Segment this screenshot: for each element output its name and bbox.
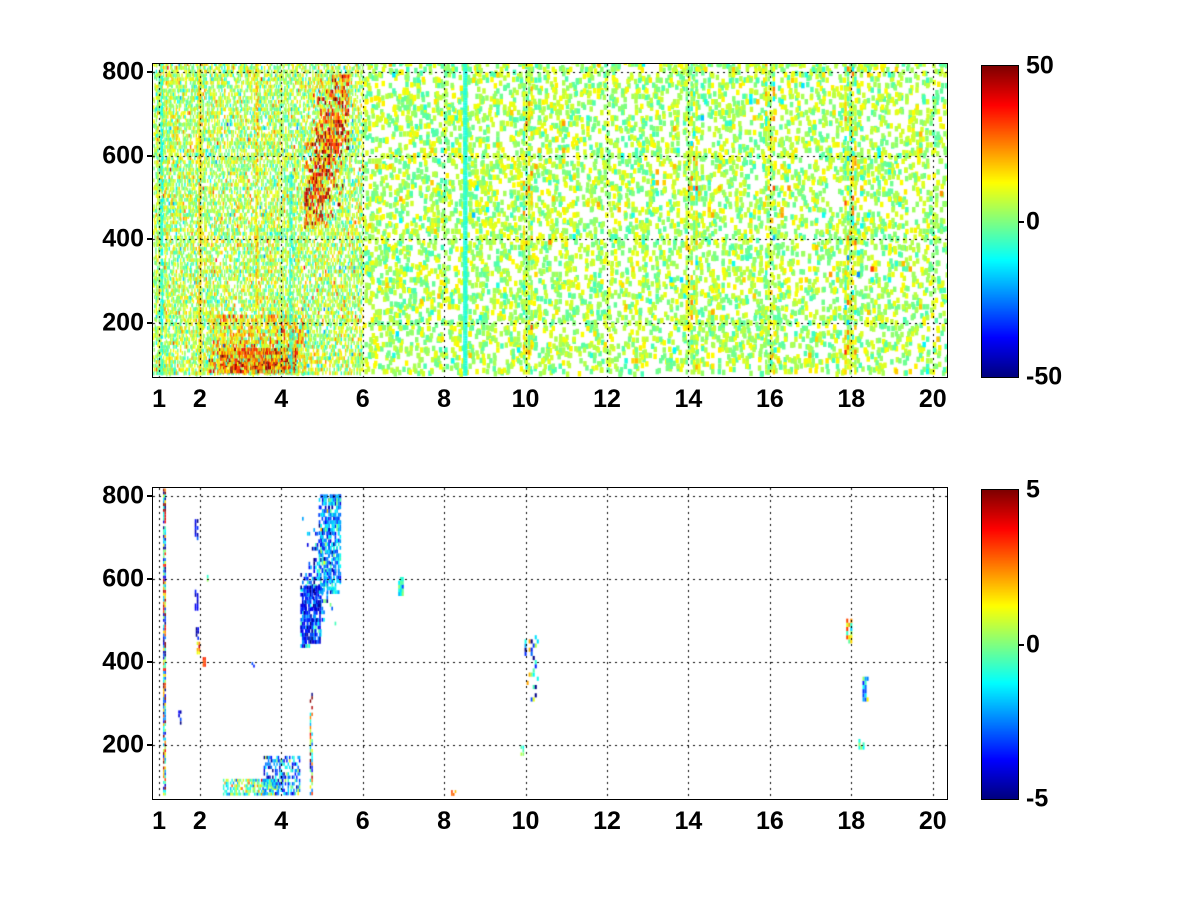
- bottom-panel-colorbar-tick-label: -5: [1026, 784, 1049, 813]
- top-panel-colorbar-tick-mark: [1018, 220, 1024, 223]
- bottom-panel-colorbar-tick-label: 5: [1026, 475, 1040, 504]
- bottom-panel-xtick-label: 10: [511, 807, 540, 835]
- bottom-panel-colorbar-tick-mark: [1018, 643, 1024, 646]
- bottom-panel-xtick-label: 2: [192, 807, 207, 835]
- bottom-panel-ytick-label: 400: [102, 647, 144, 676]
- bottom-panel-xtick-label: 16: [755, 807, 784, 835]
- bottom-panel-ytick-mark: [147, 744, 153, 747]
- bottom-panel-xtick-label: 1: [152, 807, 167, 835]
- top-panel-xtick-label: 18: [837, 385, 866, 413]
- top-panel-ytick-mark: [147, 71, 153, 74]
- top-panel-colorbar-gradient: [982, 66, 1018, 377]
- bottom-panel-xtick-label: 18: [837, 807, 866, 835]
- top-panel-data-layer: [153, 64, 947, 377]
- bottom-panel-xtick-label: 4: [274, 807, 289, 835]
- top-panel-xtick-label: 2: [192, 385, 207, 413]
- top-panel-colorbar-tick-label: 0: [1026, 207, 1040, 235]
- top-panel-colorbar-tick-label: -50: [1026, 362, 1063, 391]
- bottom-panel-ytick-label: 800: [102, 481, 144, 510]
- top-panel-plot-area: [152, 63, 948, 378]
- bottom-panel-colorbar-tick-label: 0: [1026, 630, 1040, 658]
- top-panel-xtick-label: 8: [437, 385, 452, 413]
- bottom-panel-xtick-label: 6: [355, 807, 370, 835]
- bottom-panel-xtick-label: 8: [437, 807, 452, 835]
- bottom-panel-ytick-mark: [147, 661, 153, 664]
- top-panel-xtick-label: 4: [274, 385, 289, 413]
- top-panel-xtick-label: 1: [152, 385, 167, 413]
- bottom-panel-xtick-label: 14: [674, 807, 703, 835]
- top-panel-xtick-label: 14: [674, 385, 703, 413]
- bottom-panel-xtick-label: 20: [918, 807, 947, 835]
- bottom-panel-plot-area: [152, 487, 948, 800]
- bottom-panel-colorbar: [981, 489, 1019, 800]
- top-panel-ytick-mark: [147, 321, 153, 324]
- top-panel-ytick-mark: [147, 238, 153, 241]
- top-panel-ytick-label: 600: [102, 141, 144, 170]
- top-panel-ytick-label: 400: [102, 224, 144, 253]
- top-panel-colorbar: [981, 65, 1019, 378]
- top-panel-colorbar-tick-label: 50: [1026, 51, 1054, 80]
- top-panel-xtick-label: 20: [918, 385, 947, 413]
- top-panel-xtick-label: 10: [511, 385, 540, 413]
- top-panel-xtick-label: 6: [355, 385, 370, 413]
- bottom-panel-data-layer: [153, 488, 947, 799]
- top-panel-ytick-label: 200: [102, 308, 144, 337]
- bottom-panel-ytick-mark: [147, 495, 153, 498]
- bottom-panel-ytick-mark: [147, 578, 153, 581]
- top-panel-xtick-label: 12: [593, 385, 621, 413]
- bottom-panel-xtick-label: 12: [593, 807, 621, 835]
- bottom-panel-colorbar-gradient: [982, 490, 1018, 799]
- bottom-panel-ytick-label: 600: [102, 564, 144, 593]
- top-panel-xtick-label: 16: [755, 385, 784, 413]
- top-panel-ytick-label: 800: [102, 57, 144, 86]
- bottom-panel-ytick-label: 200: [102, 730, 144, 759]
- top-panel-ytick-mark: [147, 154, 153, 157]
